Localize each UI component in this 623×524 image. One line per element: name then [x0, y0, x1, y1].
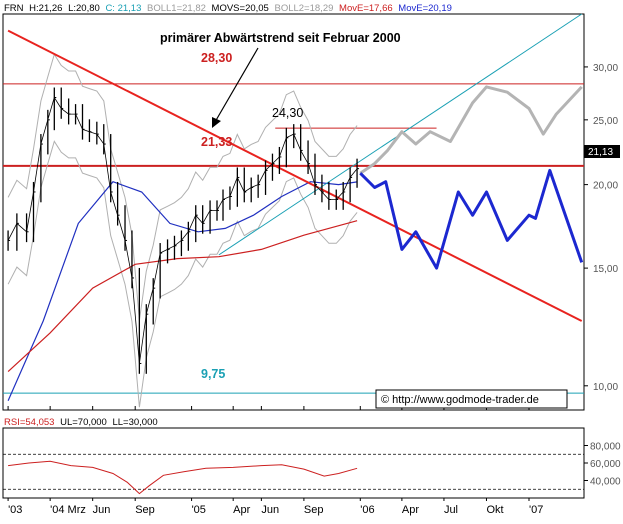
- x-tick-label: '06: [360, 504, 374, 516]
- x-tick-label: Jun: [261, 504, 279, 516]
- header-high: H:21,26: [29, 3, 62, 14]
- rsi-ul: UL=70,000: [60, 417, 107, 428]
- moving-average-blue: [7, 180, 358, 401]
- moving-average-red: [7, 220, 358, 373]
- x-tick-label: '05: [192, 504, 206, 516]
- header-move-b: MovE=20,19: [398, 3, 452, 14]
- header-close: C: 21,13: [105, 3, 141, 14]
- label-2830: 28,30: [201, 51, 232, 65]
- price-bars: [7, 87, 360, 374]
- header-low: L:20,80: [68, 3, 100, 14]
- projection-gray-line: [359, 85, 583, 175]
- x-tick-label: Apr: [233, 504, 250, 516]
- x-tick-label: Apr: [402, 504, 419, 516]
- header-boll2: BOLL2=18,29: [274, 3, 333, 14]
- header-line: FRN H:21,26 L:20,80 C: 21,13 BOLL1=21,82…: [4, 3, 452, 14]
- label-975: 9,75: [201, 367, 225, 381]
- downtrend-line: [7, 29, 583, 322]
- x-tick-label: Okt: [486, 504, 503, 516]
- rsi-y-tick-label: 80,000: [590, 442, 621, 453]
- rsi-y-tick-label: 40,000: [590, 477, 621, 488]
- x-tick-label: Sep: [304, 504, 324, 516]
- header-movs: MOVS=20,05: [212, 3, 269, 14]
- rsi-line: [8, 460, 358, 495]
- projection-blue-line: [359, 168, 584, 270]
- header-move-a: MovE=17,66: [339, 3, 393, 14]
- bollinger-lower: [7, 140, 358, 408]
- header-boll1: BOLL1=21,82: [147, 3, 206, 14]
- bollinger-upper: [7, 53, 358, 321]
- x-tick-label: '07: [529, 504, 543, 516]
- copyright-box: [375, 389, 568, 409]
- copyright-text: © http://www.godmode-trader.de: [381, 394, 539, 406]
- price-panel-frame: [2, 13, 585, 411]
- price-y-tick-label: 30,00: [593, 63, 618, 74]
- last-price-label: 21,13: [588, 147, 613, 158]
- header-symbol: FRN: [4, 3, 24, 14]
- price-y-tick-label: 20,00: [593, 181, 618, 192]
- x-tick-label: '03: [8, 504, 22, 516]
- last-price-badge: [584, 145, 620, 158]
- rsi-layer: [3, 453, 584, 495]
- label-2430: 24,30: [272, 106, 303, 120]
- trend-arrow-head: [212, 117, 221, 128]
- rsi-y-tick-label: 60,000: [590, 459, 621, 470]
- price-y-tick-label: 25,00: [593, 116, 618, 127]
- rsi-header: RSI=54,053 UL=70,000 LL=30,000: [4, 417, 158, 428]
- x-tick-label: Jun: [93, 504, 111, 516]
- price-y-tick-label: 10,00: [593, 382, 618, 393]
- axis-layer: 30,00 25,00 20,00 15,00 10,00 '03 '04 Mrz Jun Se…: [7, 63, 621, 516]
- price-y-tick-label: 15,00: [593, 264, 618, 275]
- rsi-ll: LL=30,000: [112, 417, 157, 428]
- rsi-value: RSI=54,053: [4, 417, 54, 428]
- trend-arrow-shaft: [214, 47, 259, 123]
- price-series-line: [7, 96, 358, 364]
- trend-title: primärer Abwärtstrend seit Februar 2000: [160, 31, 401, 45]
- x-tick-label: Jul: [444, 504, 458, 516]
- x-tick-label: Sep: [135, 504, 155, 516]
- x-tick-label: '04 Mrz: [50, 504, 86, 516]
- label-2133: 21,33: [201, 135, 232, 149]
